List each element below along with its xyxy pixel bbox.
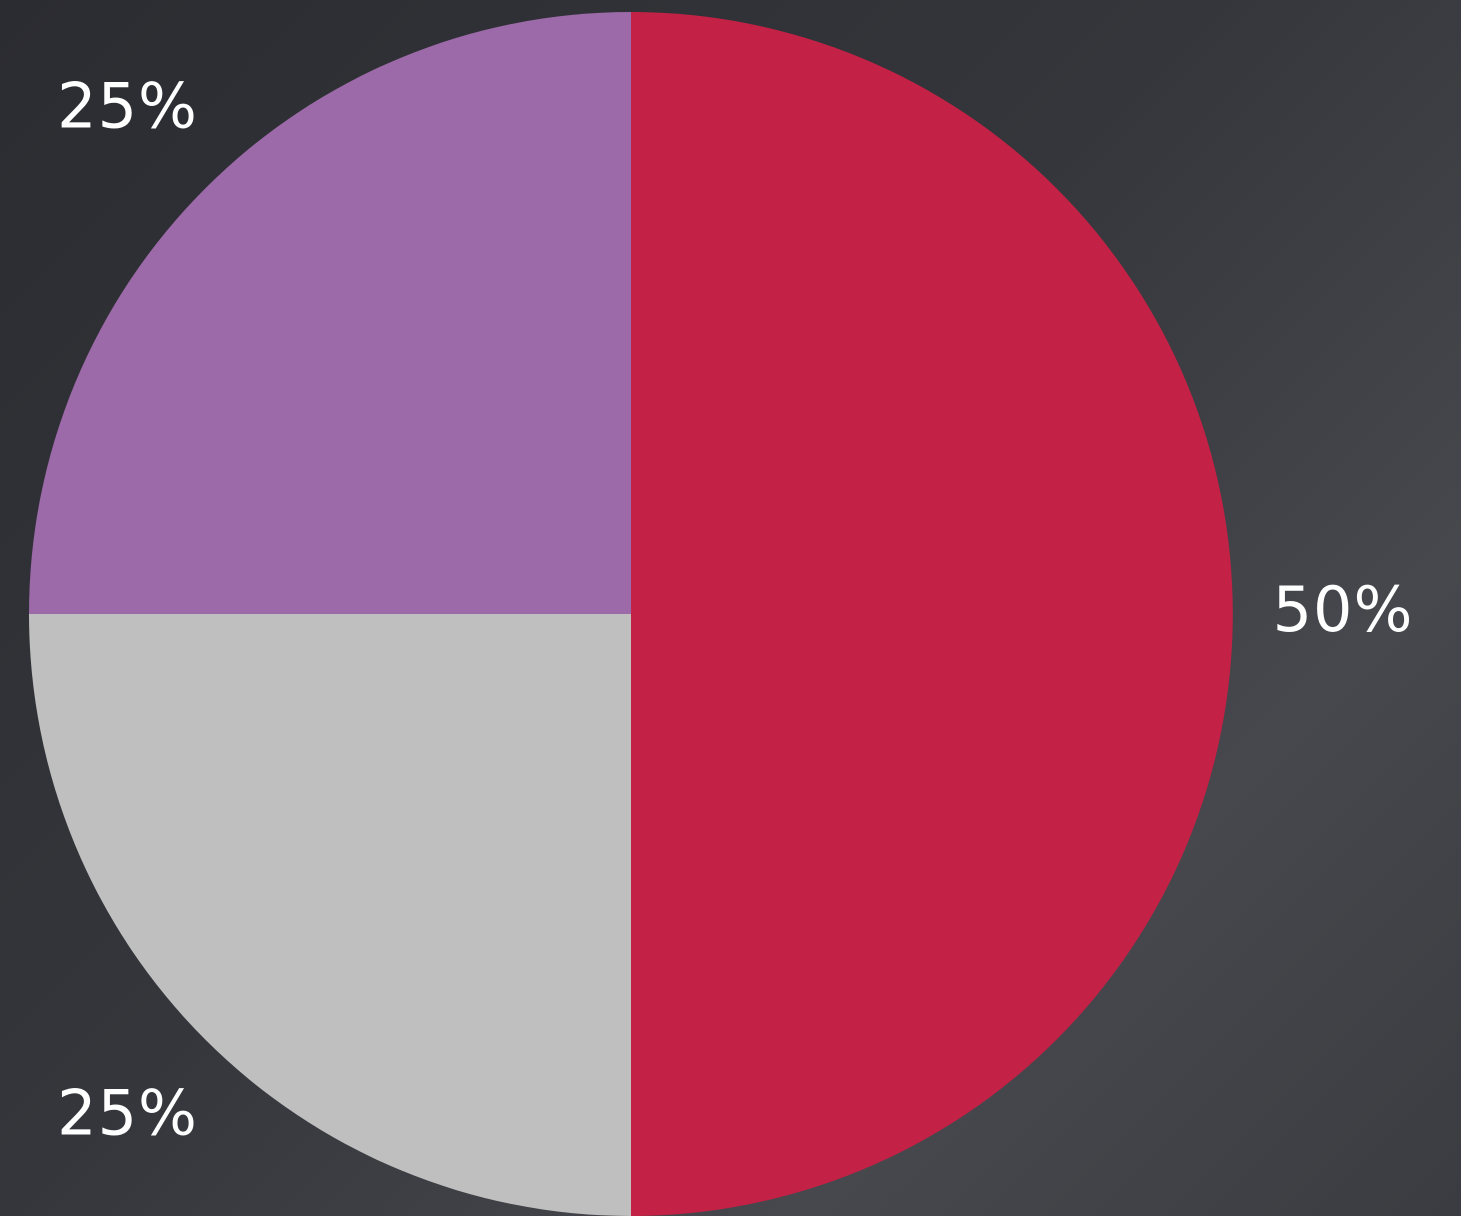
pie-slice bbox=[631, 12, 1233, 1216]
page: 50%25%25% (() => { const data = JSON.par… bbox=[0, 0, 1461, 1216]
chart: 50% 25% 25% bbox=[0, 0, 1461, 1216]
value-label: 25% bbox=[57, 1077, 198, 1150]
value-label: 25% bbox=[57, 70, 198, 143]
value-label: 50% bbox=[1273, 573, 1414, 646]
